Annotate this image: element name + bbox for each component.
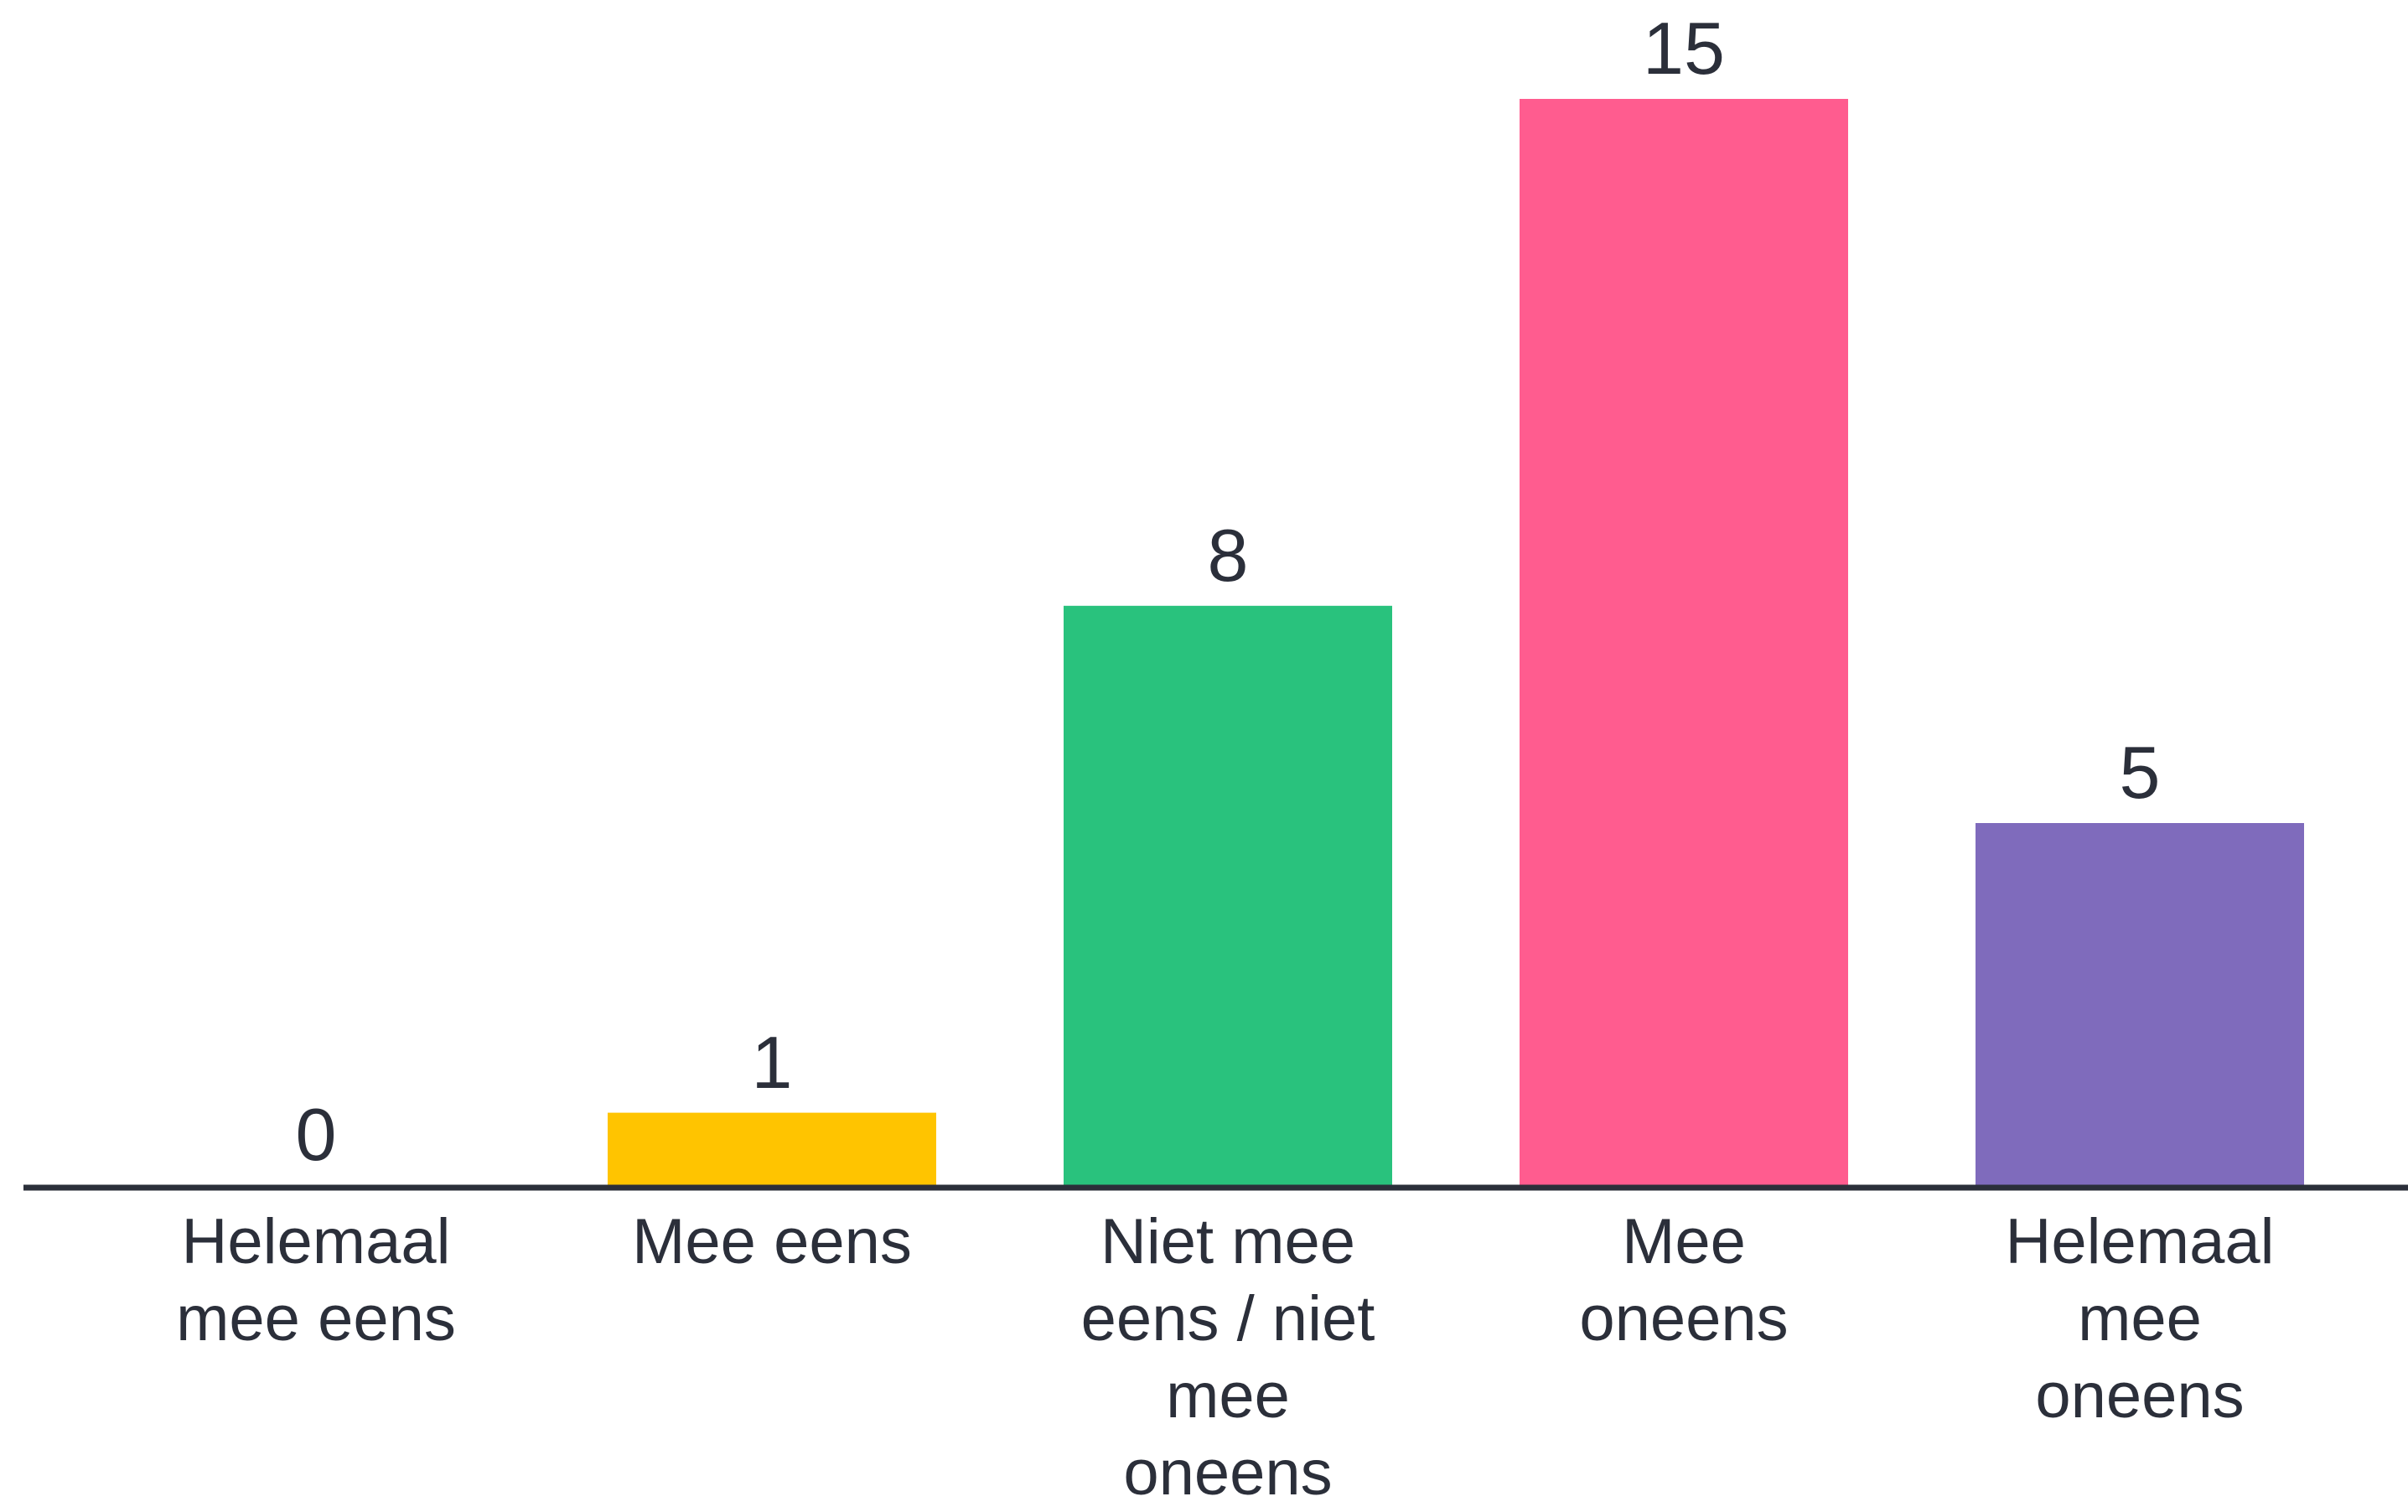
value-label-1: 1 xyxy=(751,1020,793,1104)
value-label-0: 0 xyxy=(295,1093,337,1176)
category-label-4: Helemaal mee oneens xyxy=(2005,1206,2275,1432)
category-label-1: Mee eens xyxy=(632,1206,912,1277)
category-label-2: Niet mee eens / niet mee oneens xyxy=(1080,1206,1375,1509)
value-label-2: 8 xyxy=(1207,513,1249,597)
bar-1 xyxy=(608,1112,936,1185)
category-label-0: Helemaal mee eens xyxy=(176,1206,456,1354)
category-label-3: Mee oneens xyxy=(1579,1206,1789,1354)
bar-2 xyxy=(1064,605,1392,1185)
value-label-3: 15 xyxy=(1643,7,1725,90)
value-label-4: 5 xyxy=(2119,731,2161,814)
bar-4 xyxy=(1976,823,2304,1185)
bars-group xyxy=(608,99,2304,1185)
bar-3 xyxy=(1520,99,1848,1185)
